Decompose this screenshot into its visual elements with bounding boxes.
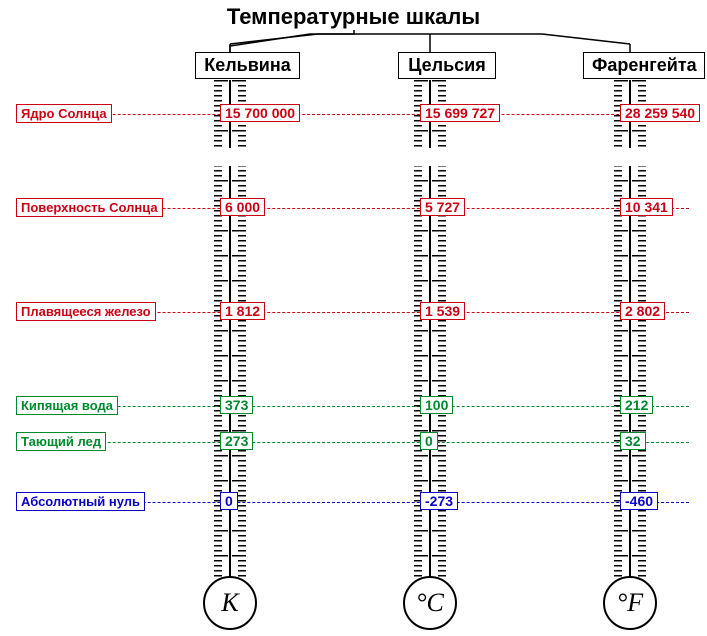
value-abs-zero-f: -460 [620, 492, 658, 510]
value-sun-surface-c: 5 727 [420, 198, 465, 216]
row-label-sun-core: Ядро Солнца [16, 104, 112, 123]
row-label-ice-melt: Тающий лед [16, 432, 106, 451]
value-sun-core-c: 15 699 727 [420, 104, 500, 122]
value-iron-melt-f: 2 802 [620, 302, 665, 320]
row-line-sun-core [18, 114, 689, 115]
row-line-ice-melt [18, 442, 689, 443]
value-ice-melt-k: 273 [220, 432, 253, 450]
scale-label-f: Фаренгейта [583, 52, 705, 79]
bulb-k: K [203, 576, 257, 630]
value-iron-melt-c: 1 539 [420, 302, 465, 320]
value-sun-surface-k: 6 000 [220, 198, 265, 216]
value-sun-core-k: 15 700 000 [220, 104, 300, 122]
row-label-abs-zero: Абсолютный нуль [16, 492, 145, 511]
value-sun-surface-f: 10 341 [620, 198, 673, 216]
row-line-water-boil [18, 406, 689, 407]
value-abs-zero-c: -273 [420, 492, 458, 510]
value-water-boil-c: 100 [420, 396, 453, 414]
bulb-c: °C [403, 576, 457, 630]
value-iron-melt-k: 1 812 [220, 302, 265, 320]
row-label-iron-melt: Плавящееся железо [16, 302, 156, 321]
scale-label-c: Цельсия [398, 52, 496, 79]
value-water-boil-k: 373 [220, 396, 253, 414]
scale-label-k: Кельвина [195, 52, 300, 79]
value-abs-zero-k: 0 [220, 492, 238, 510]
row-label-sun-surface: Поверхность Солнца [16, 198, 163, 217]
value-water-boil-f: 212 [620, 396, 653, 414]
value-sun-core-f: 28 259 540 [620, 104, 700, 122]
page-title: Температурные шкалы [0, 0, 707, 30]
value-ice-melt-c: 0 [420, 432, 438, 450]
value-ice-melt-f: 32 [620, 432, 646, 450]
title-bracket [0, 30, 707, 54]
row-label-water-boil: Кипящая вода [16, 396, 118, 415]
bulb-f: °F [603, 576, 657, 630]
